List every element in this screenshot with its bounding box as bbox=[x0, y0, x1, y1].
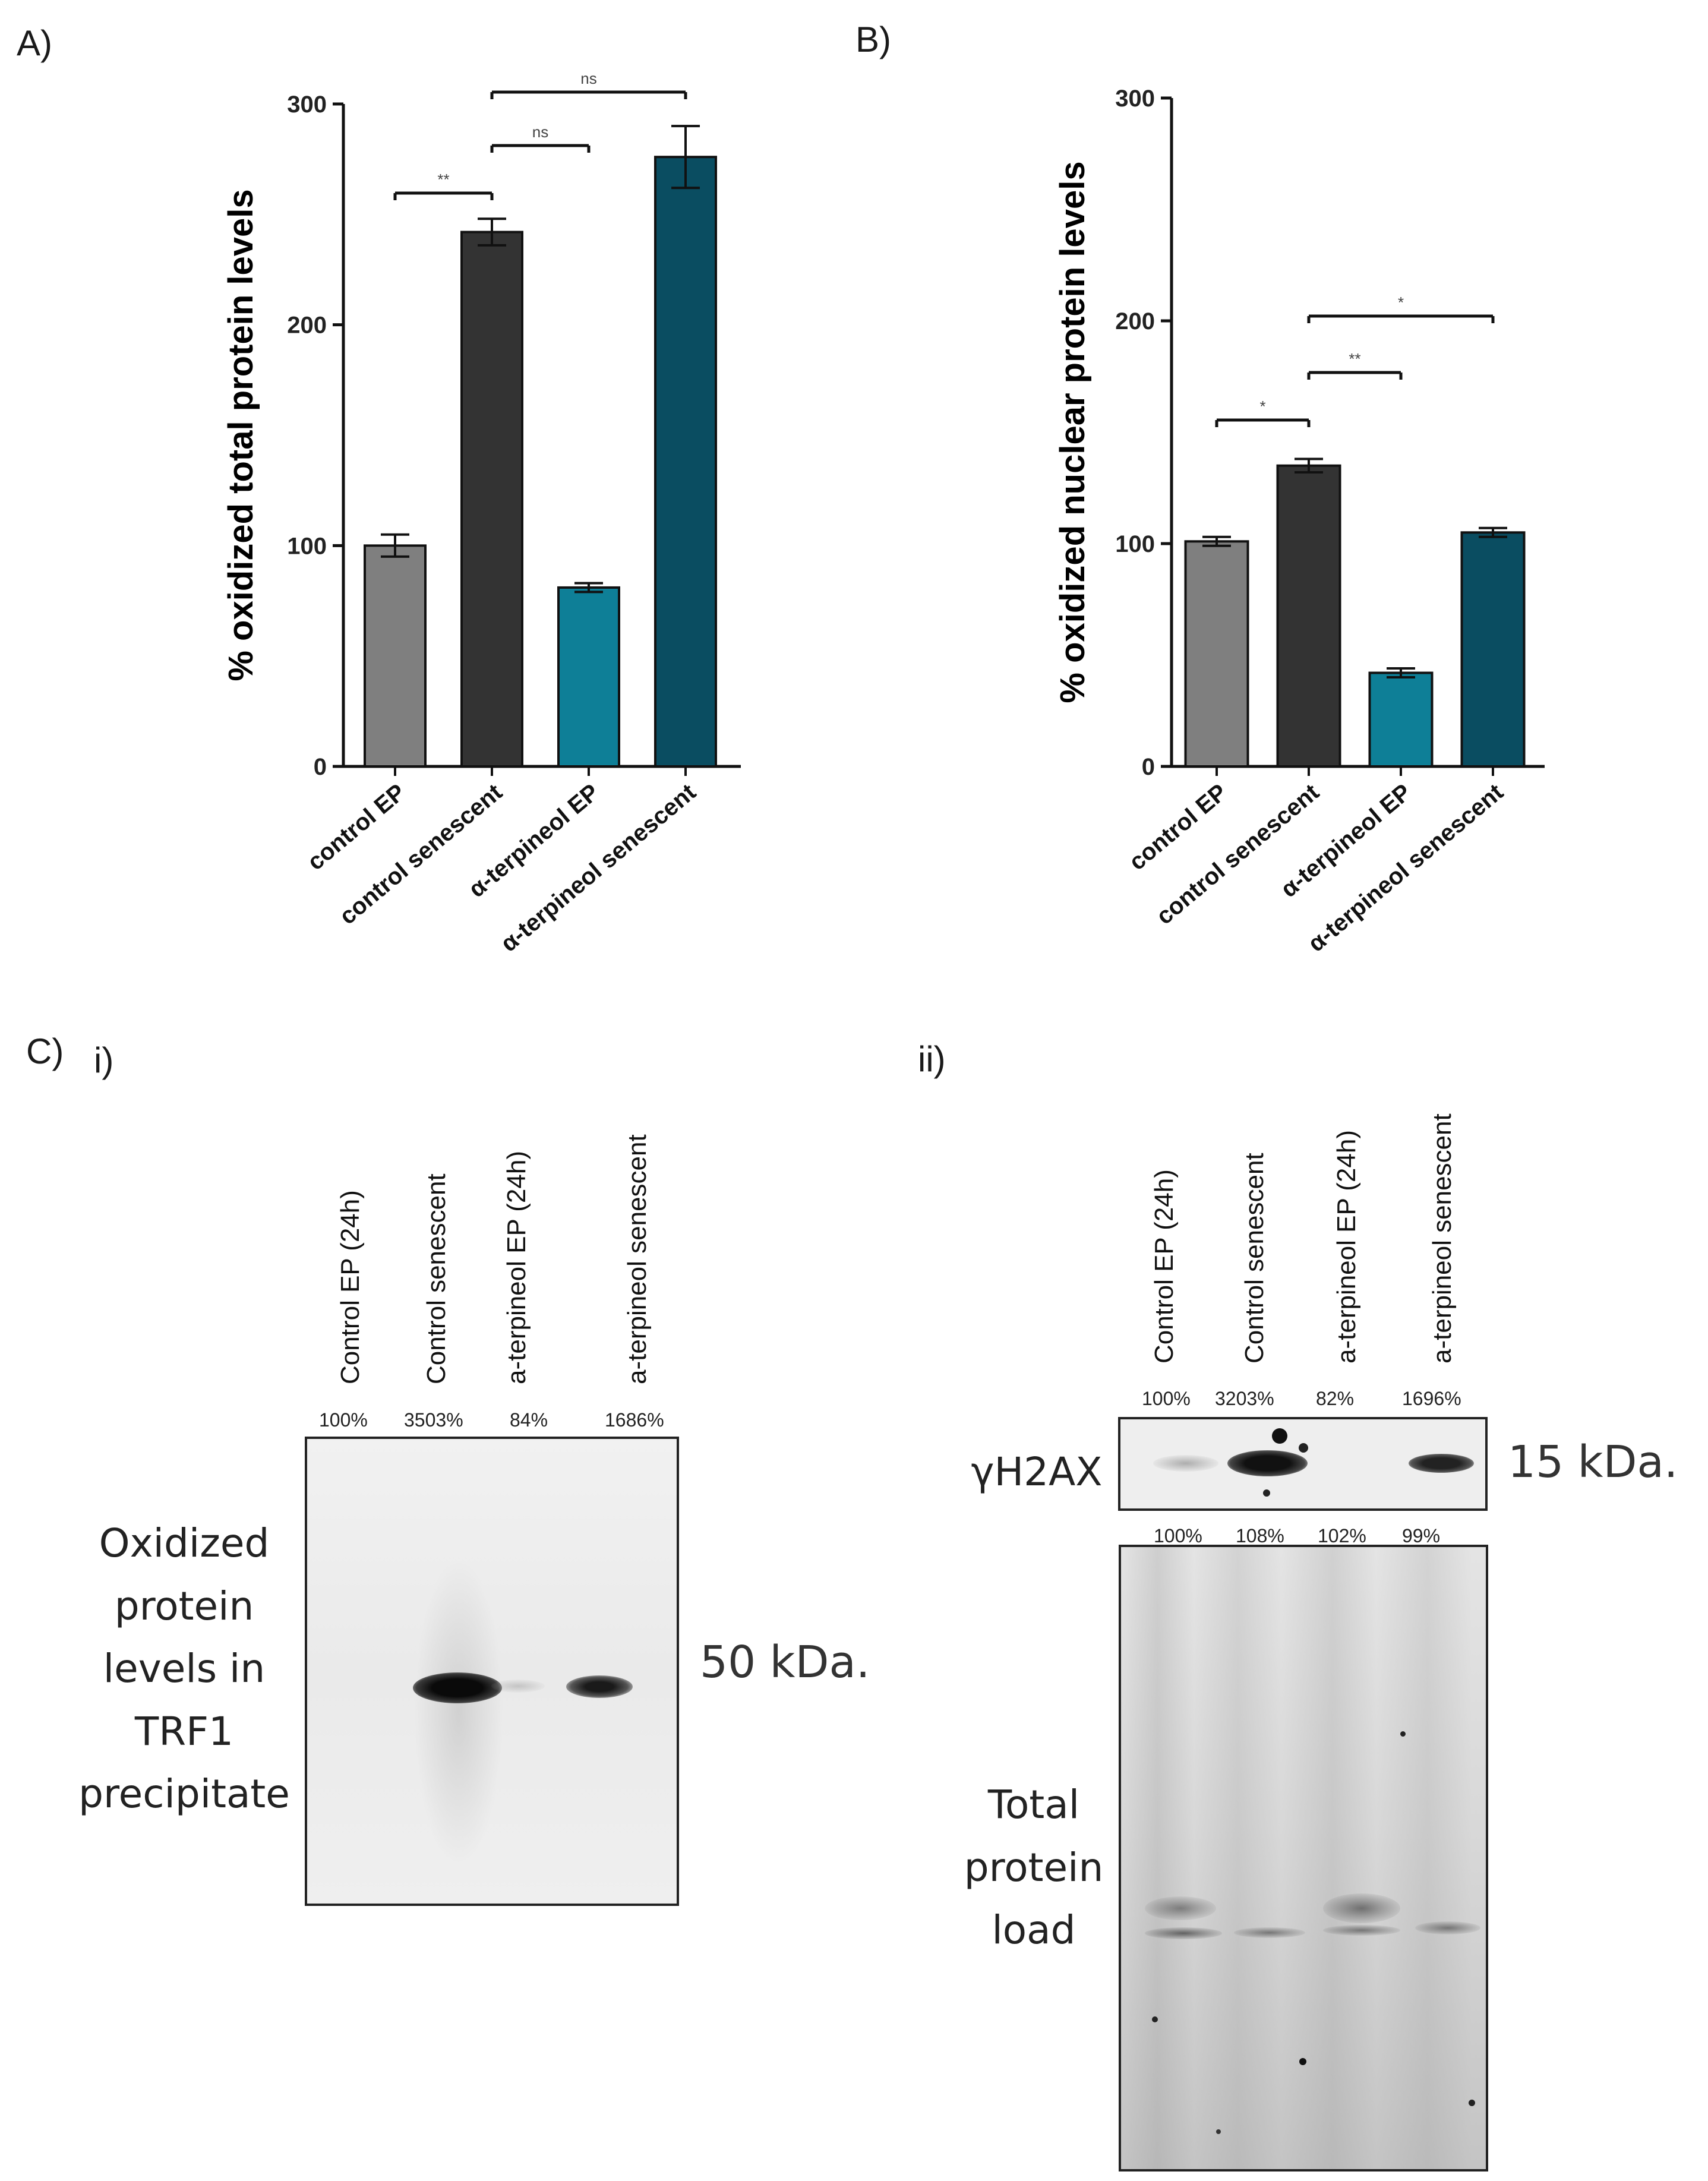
blot-ii-bottom-label: Total protein load bbox=[945, 1773, 1123, 1962]
blot-ii-lane-label: a-terpineol EP (24h) bbox=[1332, 1130, 1361, 1363]
y-tick-label: 0 bbox=[314, 754, 327, 780]
blot-ii-percentage: 100% bbox=[1142, 1388, 1191, 1409]
blot-i-lane-label: Control senescent bbox=[422, 1173, 451, 1384]
blot-ii-load-percentage: 102% bbox=[1318, 1525, 1366, 1546]
panel-c-label: C) bbox=[26, 1031, 64, 1071]
blot-ii-load-percentage: 100% bbox=[1154, 1525, 1202, 1546]
side-label-line: precipitate bbox=[78, 1771, 290, 1817]
blot-band bbox=[1153, 1455, 1218, 1472]
speck bbox=[1400, 1731, 1406, 1737]
blot-i-percentage: 100% bbox=[319, 1409, 368, 1431]
side-label-line: levels in bbox=[103, 1646, 266, 1692]
panel-c-ii-label: ii) bbox=[918, 1039, 946, 1079]
significance-label: ** bbox=[1349, 350, 1360, 368]
side-label-line: Total bbox=[987, 1782, 1080, 1828]
lane-smear bbox=[414, 1558, 503, 1867]
protein-band bbox=[1323, 1893, 1400, 1923]
y-tick-label: 200 bbox=[1115, 308, 1155, 334]
speck bbox=[1263, 1489, 1270, 1497]
blot-ii-load-percentage: 99% bbox=[1402, 1525, 1441, 1546]
y-tick-label: 100 bbox=[1115, 531, 1155, 557]
significance-label: ns bbox=[580, 70, 596, 87]
blot-i-percentage: 84% bbox=[510, 1409, 548, 1431]
blot-i-size-label: 50 kDa. bbox=[700, 1637, 870, 1688]
y-tick-label: 100 bbox=[287, 533, 327, 559]
significance-label: ** bbox=[437, 171, 449, 188]
speck bbox=[1216, 2129, 1221, 2134]
blot-band bbox=[566, 1675, 633, 1698]
bar bbox=[1276, 464, 1341, 768]
speck bbox=[1272, 1428, 1287, 1444]
protein-band bbox=[1415, 1921, 1480, 1934]
blot-band bbox=[1409, 1454, 1474, 1473]
significance-label: * bbox=[1259, 397, 1265, 415]
bar bbox=[1460, 531, 1526, 768]
blot-ii-lane-label: Control EP (24h) bbox=[1150, 1169, 1179, 1363]
side-label-line: protein bbox=[964, 1844, 1104, 1890]
blot-ii-percentage: 3203% bbox=[1215, 1388, 1274, 1409]
protein-band bbox=[1323, 1925, 1400, 1936]
blot-i-lane-label: a-terpineol senescent bbox=[623, 1134, 652, 1384]
side-label-line: Oxidized bbox=[99, 1520, 270, 1566]
blot-ii-percentage: 82% bbox=[1316, 1388, 1355, 1409]
blot-band bbox=[1227, 1450, 1308, 1476]
protein-band bbox=[1234, 1927, 1305, 1938]
bar bbox=[460, 231, 523, 768]
panel-c-i-label: i) bbox=[94, 1040, 114, 1080]
y-tick-label: 0 bbox=[1142, 754, 1155, 780]
y-tick-label: 300 bbox=[287, 91, 327, 118]
protein-band bbox=[1145, 1896, 1216, 1920]
significance-label: ns bbox=[532, 123, 548, 141]
blot-i-lane-label: Control EP (24h) bbox=[336, 1190, 365, 1384]
blot-ii-size-label: 15 kDa. bbox=[1508, 1437, 1678, 1488]
protein-band bbox=[1145, 1927, 1222, 1939]
blot-ii-gh2ax-membrane bbox=[1118, 1417, 1488, 1511]
speck bbox=[1152, 2016, 1158, 2022]
category-label: control senescent bbox=[1151, 779, 1324, 930]
side-label-line: TRF1 bbox=[134, 1708, 234, 1754]
blot-ii-top-label: γH2AX bbox=[971, 1449, 1103, 1495]
y-tick-label: 300 bbox=[1115, 86, 1155, 112]
side-label-line: protein bbox=[114, 1583, 254, 1629]
speck bbox=[1469, 2100, 1475, 2106]
blot-i-percentage: 1686% bbox=[605, 1409, 664, 1431]
y-axis-title: % oxidized nuclear protein levels bbox=[1053, 161, 1092, 703]
blot-ii-total-protein-membrane bbox=[1119, 1545, 1488, 2171]
y-axis-title: % oxidized total protein levels bbox=[222, 189, 260, 681]
blot-i-lane-label: a-terpineol EP (24h) bbox=[502, 1151, 531, 1384]
y-tick-label: 200 bbox=[287, 313, 327, 339]
bar bbox=[1184, 540, 1249, 768]
panel-b-label: B) bbox=[855, 20, 891, 59]
blot-band bbox=[413, 1672, 502, 1703]
blot-ii-lane-label: a-terpineol senescent bbox=[1428, 1113, 1457, 1363]
faint-band bbox=[491, 1680, 545, 1693]
blot-ii-percentage: 1696% bbox=[1402, 1388, 1461, 1409]
blot-i-side-label: Oxidized protein levels in TRF1 precipit… bbox=[59, 1512, 309, 1826]
speck bbox=[1299, 1443, 1308, 1453]
blot-ii-load-percentage: 108% bbox=[1236, 1525, 1284, 1546]
speck bbox=[1299, 2058, 1306, 2065]
bar bbox=[1368, 671, 1434, 768]
significance-label: * bbox=[1398, 293, 1404, 311]
blot-i-membrane bbox=[305, 1437, 679, 1906]
side-label-line: load bbox=[992, 1907, 1076, 1953]
panel-a-label: A) bbox=[17, 23, 52, 63]
blot-ii-lane-label: Control senescent bbox=[1240, 1153, 1269, 1363]
blot-i-percentage: 3503% bbox=[404, 1409, 463, 1431]
